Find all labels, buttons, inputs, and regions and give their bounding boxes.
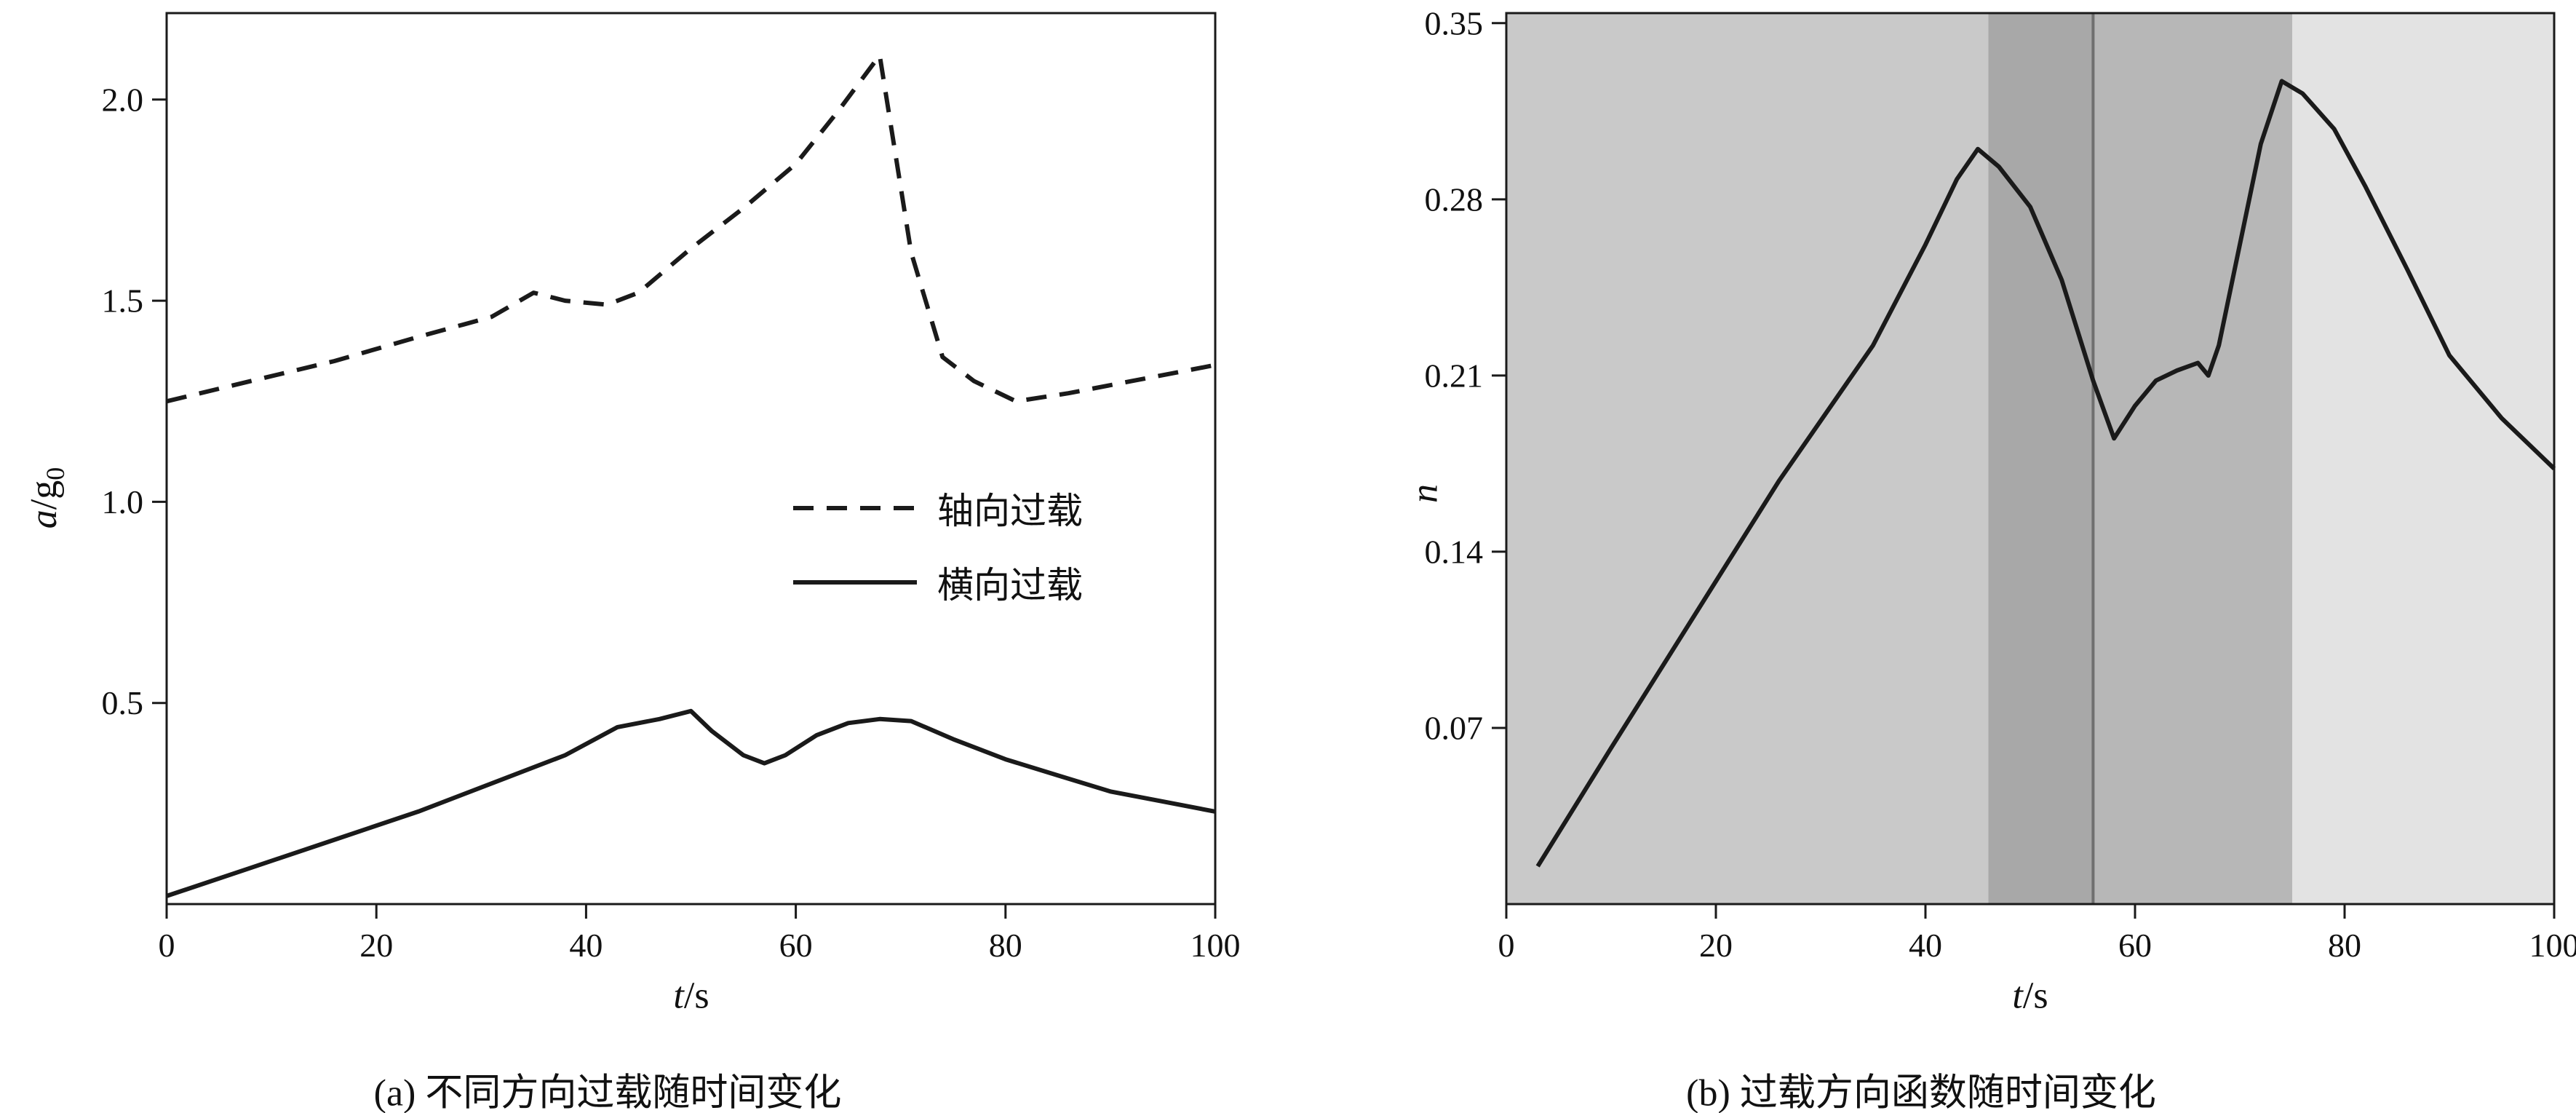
y-tick-label: 0.28 (1425, 181, 1484, 218)
x-tick-label: 0 (1498, 927, 1515, 964)
solid-line-sample (793, 580, 917, 585)
x-tick-label: 40 (1909, 927, 1942, 964)
xlabel-b-italic: t (2012, 975, 2023, 1017)
xlabel-a-italic: t (673, 975, 684, 1017)
xlabel-b-rest: /s (2022, 975, 2048, 1017)
x-tick-label: 20 (1699, 927, 1733, 964)
x-tick-label: 100 (1190, 927, 1241, 964)
y-tick-label: 0.35 (1425, 4, 1484, 41)
ylabel-a-mid: /g (23, 480, 65, 510)
panel-a-xlabel: t/s (673, 975, 709, 1018)
x-tick-label: 40 (569, 927, 603, 964)
y-tick-label: 0.5 (102, 684, 144, 721)
ylabel-b-italic: n (1404, 484, 1446, 503)
x-tick-label: 100 (2529, 927, 2576, 964)
dashed-line-sample (793, 506, 917, 510)
panel-b-xlabel: t/s (2012, 975, 2048, 1018)
phase-band (1506, 13, 1989, 904)
y-tick-label: 1.5 (102, 282, 144, 320)
ylabel-a-sub: 0 (41, 467, 71, 480)
ylabel-a-italic: a (23, 510, 65, 529)
y-tick-label: 0.21 (1425, 357, 1484, 394)
panel-a-caption: (a) 不同方向过载随时间变化 (373, 1072, 842, 1113)
phase-band (2292, 13, 2554, 904)
legend-item-lateral: 横向过载 (793, 545, 1083, 619)
panel-b-caption: (b) 过载方向函数随时间变化 (1686, 1072, 2156, 1113)
x-tick-label: 20 (359, 927, 393, 964)
x-tick-label: 0 (159, 927, 175, 964)
y-tick-label: 0.07 (1425, 710, 1484, 747)
x-tick-label: 80 (2328, 927, 2361, 964)
x-tick-label: 60 (779, 927, 813, 964)
series-line-dashed (166, 53, 1216, 404)
x-tick-label: 80 (989, 927, 1022, 964)
legend-item-axial: 轴向过载 (793, 471, 1083, 545)
panel-b-ylabel: n (1404, 484, 1447, 503)
y-tick-label: 2.0 (102, 81, 144, 118)
x-tick-label: 60 (2118, 927, 2152, 964)
panel-a-legend: 轴向过载 横向过载 (793, 471, 1083, 619)
legend-label-axial: 轴向过载 (937, 491, 1083, 531)
y-tick-label: 0.14 (1425, 533, 1484, 570)
series-line-solid (1535, 79, 2556, 868)
phase-band (1988, 13, 2094, 904)
y-tick-label: 1.0 (102, 483, 144, 520)
xlabel-a-rest: /s (683, 975, 709, 1017)
plot-frame (1505, 12, 2556, 906)
plot-frame (165, 12, 1217, 906)
legend-label-lateral: 横向过载 (937, 565, 1083, 606)
panel-a-ylabel: a/g0 (23, 467, 71, 528)
series-line-solid (166, 708, 1216, 898)
